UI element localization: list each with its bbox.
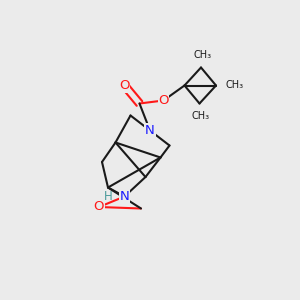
Text: CH₃: CH₃ xyxy=(225,80,243,91)
Text: H: H xyxy=(103,190,112,203)
Text: N: N xyxy=(120,190,129,203)
Text: N: N xyxy=(145,124,155,137)
Text: O: O xyxy=(119,79,130,92)
Text: CH₃: CH₃ xyxy=(192,111,210,121)
Text: O: O xyxy=(94,200,104,214)
Text: O: O xyxy=(158,94,169,107)
Text: CH₃: CH₃ xyxy=(194,50,211,60)
